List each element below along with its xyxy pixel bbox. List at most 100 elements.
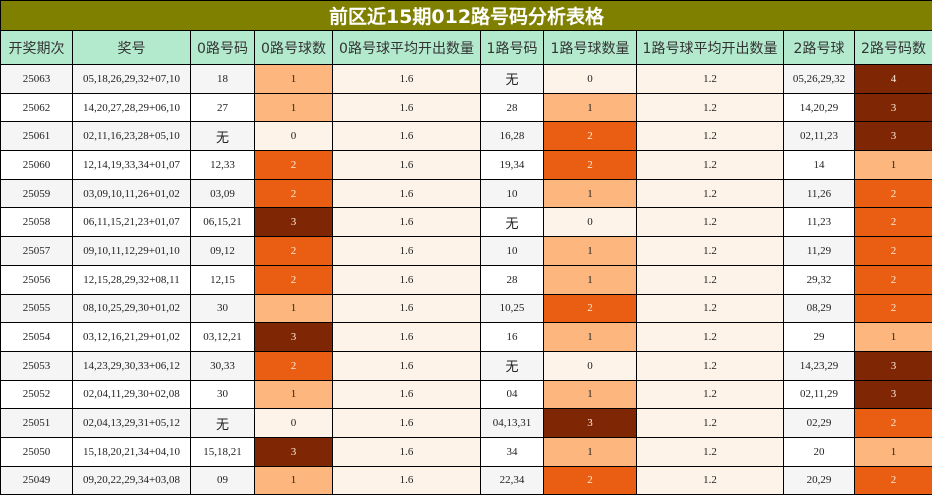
route1-avg-cell: 1.2 <box>636 64 784 94</box>
route1-numbers-cell: 04,13,31 <box>480 408 544 438</box>
route2-numbers-cell: 08,29 <box>783 293 855 324</box>
table-row: 25063 05,18,26,29,32+07,10 18 1 1.6 无 0 1.2 05,2… <box>0 64 932 94</box>
route1-numbers-cell: 16,28 <box>480 121 544 152</box>
winning-numbers-cell: 12,15,28,29,32+08,11 <box>72 264 191 295</box>
route0-numbers-cell: 15,18,21 <box>190 436 255 467</box>
route0-avg-cell: 1.6 <box>332 64 481 94</box>
route2-count-cell: 2 <box>853 293 932 324</box>
route0-avg-cell: 1.6 <box>332 379 481 410</box>
route1-numbers-cell: 04 <box>480 379 544 410</box>
route1-count-cell: 2 <box>543 293 637 324</box>
period-cell: 25054 <box>0 322 73 352</box>
route0-avg-cell: 1.6 <box>332 121 481 152</box>
route1-count-cell: 1 <box>543 178 637 209</box>
route2-count-cell: 3 <box>853 92 932 123</box>
route0-count-cell: 3 <box>254 322 333 352</box>
route0-count-cell: 1 <box>254 379 333 410</box>
period-cell: 25051 <box>0 408 73 438</box>
table-row: 25058 06,11,15,21,23+01,07 06,15,21 3 1.6 无 0 1… <box>0 207 932 238</box>
route1-count-cell: 0 <box>543 64 637 94</box>
route0-numbers-cell: 09 <box>190 465 255 496</box>
route0-numbers-cell: 18 <box>190 64 255 94</box>
header-route2-count: 2路号码数 <box>853 30 932 65</box>
route2-count-cell: 2 <box>853 408 932 438</box>
winning-numbers-cell: 14,23,29,30,33+06,12 <box>72 350 191 381</box>
route1-numbers-cell: 无 <box>480 64 544 94</box>
route1-count-cell: 1 <box>543 379 637 410</box>
route1-count-cell: 1 <box>543 92 637 123</box>
route1-count-cell: 1 <box>543 322 637 352</box>
route2-count-cell: 3 <box>853 350 932 381</box>
route2-count-cell: 2 <box>853 207 932 238</box>
route1-numbers-cell: 10 <box>480 178 544 209</box>
route1-count-cell: 1 <box>543 236 637 266</box>
route1-numbers-cell: 10,25 <box>480 293 544 324</box>
route1-numbers-cell: 22,34 <box>480 465 544 496</box>
route0-avg-cell: 1.6 <box>332 293 481 324</box>
route2-numbers-cell: 11,23 <box>783 207 855 238</box>
table-row: 25054 03,12,16,21,29+01,02 03,12,21 3 1.6 16 1… <box>0 322 932 352</box>
period-cell: 25059 <box>0 178 73 209</box>
route0-count-cell: 0 <box>254 121 333 152</box>
table-row: 25055 08,10,25,29,30+01,02 30 1 1.6 10,25 2 1.2… <box>0 293 932 324</box>
period-cell: 25056 <box>0 264 73 295</box>
header-period: 开奖期次 <box>0 30 73 65</box>
period-cell: 25049 <box>0 465 73 496</box>
route1-count-cell: 0 <box>543 350 637 381</box>
route2-count-cell: 1 <box>853 322 932 352</box>
period-cell: 25058 <box>0 207 73 238</box>
route1-numbers-cell: 34 <box>480 436 544 467</box>
route0-avg-cell: 1.6 <box>332 207 481 238</box>
route2-count-cell: 2 <box>853 178 932 209</box>
route2-numbers-cell: 02,11,29 <box>783 379 855 410</box>
header-route0-count: 0路号球数 <box>254 30 333 65</box>
route1-avg-cell: 1.2 <box>636 379 784 410</box>
period-cell: 25057 <box>0 236 73 266</box>
table-row: 25052 02,04,11,29,30+02,08 30 1 1.6 04 1 1.2 02,… <box>0 379 932 410</box>
period-cell: 25050 <box>0 436 73 467</box>
route1-count-cell: 2 <box>543 121 637 152</box>
route1-numbers-cell: 28 <box>480 92 544 123</box>
route0-count-cell: 1 <box>254 92 333 123</box>
winning-numbers-cell: 09,10,11,12,29+01,10 <box>72 236 191 266</box>
route2-numbers-cell: 14,20,29 <box>783 92 855 123</box>
route0-avg-cell: 1.6 <box>332 150 481 180</box>
route1-count-cell: 1 <box>543 436 637 467</box>
route2-numbers-cell: 14 <box>783 150 855 180</box>
route1-avg-cell: 1.2 <box>636 236 784 266</box>
route0-avg-cell: 1.6 <box>332 436 481 467</box>
route2-numbers-cell: 20,29 <box>783 465 855 496</box>
header-row: 开奖期次 奖号 0路号码 0路号球数 0路号球平均开出数量 1路号码 1路号球数… <box>0 30 932 65</box>
winning-numbers-cell: 02,11,16,23,28+05,10 <box>72 121 191 152</box>
route0-numbers-cell: 03,12,21 <box>190 322 255 352</box>
winning-numbers-cell: 09,20,22,29,34+03,08 <box>72 465 191 496</box>
period-cell: 25055 <box>0 293 73 324</box>
table-row: 25050 15,18,20,21,34+04,10 15,18,21 3 1.6 34 1… <box>0 436 932 467</box>
table-row: 25051 02,04,13,29,31+05,12 无 0 1.6 04,13,31 3 1… <box>0 408 932 438</box>
winning-numbers-cell: 12,14,19,33,34+01,07 <box>72 150 191 180</box>
period-cell: 25061 <box>0 121 73 152</box>
route0-numbers-cell: 30 <box>190 293 255 324</box>
route2-count-cell: 3 <box>853 379 932 410</box>
route2-count-cell: 1 <box>853 436 932 467</box>
route1-count-cell: 2 <box>543 150 637 180</box>
route0-count-cell: 0 <box>254 408 333 438</box>
route0-count-cell: 2 <box>254 178 333 209</box>
header-route1-numbers: 1路号码 <box>480 30 544 65</box>
route1-count-cell: 0 <box>543 207 637 238</box>
route2-numbers-cell: 29 <box>783 322 855 352</box>
period-cell: 25062 <box>0 92 73 123</box>
table-row: 25059 03,09,10,11,26+01,02 03,09 2 1.6 10 1 1.2… <box>0 178 932 209</box>
route0-avg-cell: 1.6 <box>332 465 481 496</box>
route0-count-cell: 3 <box>254 436 333 467</box>
table-title: 前区近15期012路号码分析表格 <box>0 0 932 31</box>
route0-numbers-cell: 30,33 <box>190 350 255 381</box>
route0-count-cell: 2 <box>254 264 333 295</box>
table-row: 25049 09,20,22,29,34+03,08 09 1 1.6 22,34 2 1.2… <box>0 465 932 496</box>
header-route1-count: 1路号球数量 <box>543 30 637 65</box>
route2-numbers-cell: 11,26 <box>783 178 855 209</box>
table-row: 25053 14,23,29,30,33+06,12 30,33 2 1.6 无 0 1.2 1… <box>0 350 932 381</box>
route1-avg-cell: 1.2 <box>636 350 784 381</box>
header-route2-numbers: 2路号球 <box>783 30 855 65</box>
